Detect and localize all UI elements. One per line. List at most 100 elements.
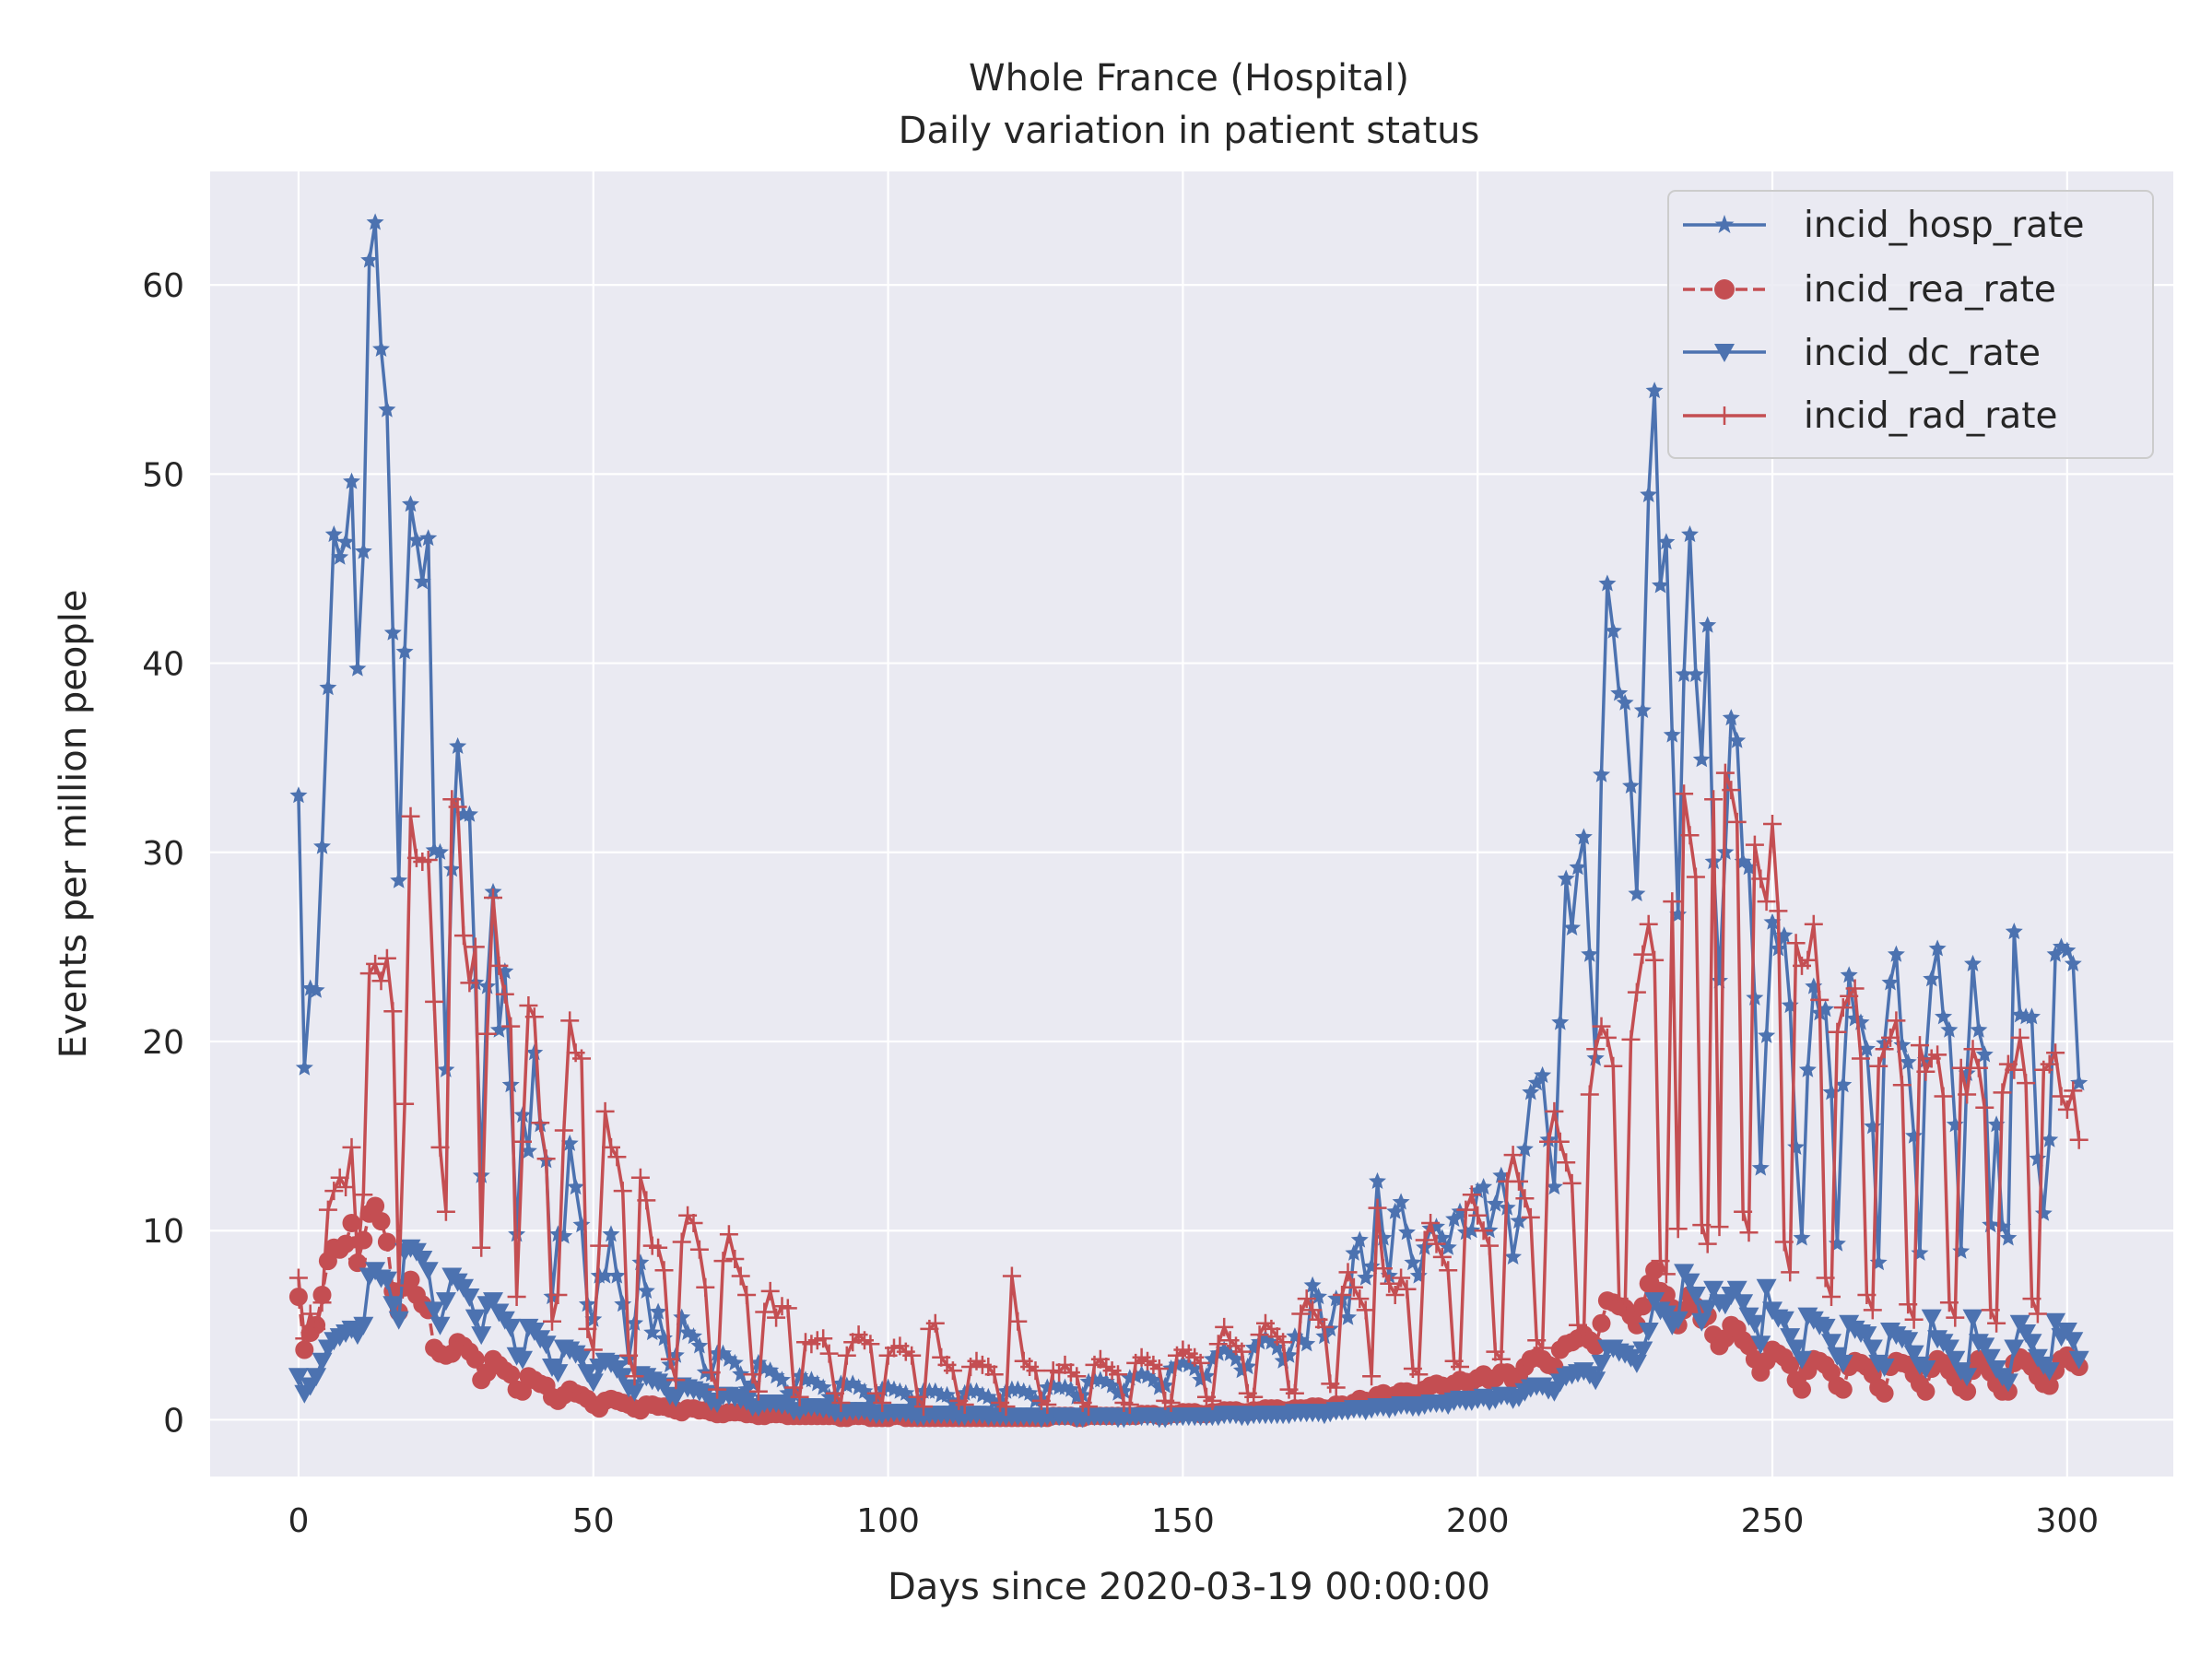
data-point-star — [402, 495, 419, 512]
data-point-star — [1369, 1171, 1386, 1189]
data-point-plus — [1993, 1083, 2012, 1102]
data-point-plus — [377, 948, 396, 968]
data-point-star — [1232, 1361, 1251, 1379]
data-point-star — [2058, 941, 2077, 959]
data-point-star — [354, 542, 372, 559]
data-point-star — [307, 981, 325, 998]
data-point-star — [2023, 1007, 2041, 1025]
data-point-star — [1751, 1159, 1770, 1176]
data-point-star — [1834, 1076, 1853, 1093]
legend-label: incid_hosp_rate — [1804, 205, 2084, 246]
data-point-star — [607, 1266, 626, 1284]
data-point-star — [343, 472, 360, 489]
data-point-circle — [465, 1349, 485, 1369]
tick-labels: 0 50 100 150 200 250 300 0 10 20 30 40 50 60 — [142, 267, 2099, 1540]
data-point-star — [372, 339, 390, 357]
data-point-plus — [1621, 1030, 1641, 1049]
data-point-plus — [649, 1238, 668, 1257]
data-point-star — [1545, 1178, 1563, 1195]
data-point-star — [1303, 1276, 1322, 1293]
data-point-triangle — [1626, 1354, 1647, 1373]
data-point-star — [360, 251, 379, 268]
data-point-star — [1681, 525, 1699, 543]
data-point-star — [1852, 1013, 1870, 1030]
chart-title-line-1: Whole France (Hospital) — [969, 57, 1409, 100]
data-point-plus — [1845, 979, 1865, 998]
data-point-plus — [2040, 1054, 2059, 1074]
data-point-plus — [307, 1319, 326, 1338]
data-point-plus — [1963, 1040, 1983, 1059]
data-point-plus — [1822, 1288, 1841, 1306]
data-point-circle — [1627, 1315, 1646, 1335]
data-point-triangle — [465, 1309, 486, 1328]
data-point-plus — [1597, 1028, 1617, 1047]
data-point-star — [1445, 1209, 1464, 1227]
data-point-star — [1793, 1229, 1811, 1246]
data-point-star — [331, 547, 349, 565]
data-point-triangle — [1750, 1335, 1771, 1355]
y-tick-label: 40 — [142, 646, 184, 684]
data-point-star — [1103, 1376, 1122, 1394]
data-point-plus — [1946, 1308, 1965, 1327]
data-point-plus — [359, 964, 379, 983]
data-point-star — [1357, 1268, 1375, 1286]
data-point-triangle — [1674, 1264, 1695, 1283]
data-point-plus — [324, 1182, 344, 1201]
data-point-star — [1574, 828, 1593, 845]
data-point-triangle — [512, 1350, 533, 1370]
data-point-triangle — [1962, 1309, 1983, 1328]
data-point-plus — [1079, 1397, 1099, 1417]
data-point-plus — [1480, 1236, 1499, 1255]
data-point-plus — [625, 1367, 644, 1386]
data-point-plus — [1704, 790, 1724, 809]
data-point-plus — [543, 1312, 561, 1331]
data-point-triangle — [577, 1364, 598, 1383]
data-point-triangle — [2021, 1334, 2042, 1353]
data-point-star — [772, 1371, 791, 1388]
data-point-star — [430, 842, 449, 860]
data-point-circle — [1592, 1313, 1611, 1333]
data-point-triangle — [1667, 1311, 1688, 1330]
data-point-plus — [1415, 1230, 1434, 1250]
data-point-triangle — [582, 1373, 604, 1393]
data-point-star — [2053, 937, 2070, 955]
data-point-star — [1038, 1378, 1056, 1395]
data-point-circle — [1833, 1380, 1853, 1399]
x-tick-label: 300 — [2036, 1502, 2100, 1540]
data-point-plus — [1734, 1202, 1753, 1221]
data-point-star — [1598, 574, 1617, 592]
data-point-plus — [1545, 1101, 1564, 1121]
data-point-plus — [1368, 1198, 1387, 1218]
data-point-plus — [1451, 1358, 1469, 1376]
data-point-plus — [1067, 1367, 1087, 1386]
data-point-star — [631, 1253, 650, 1271]
data-point-circle — [295, 1340, 314, 1359]
data-point-triangle — [1697, 1300, 1718, 1319]
data-point-star — [419, 529, 438, 547]
data-point-plus — [1645, 950, 1665, 970]
data-point-plus — [465, 937, 485, 957]
data-point-star — [1645, 382, 1664, 399]
data-point-plus — [1863, 1300, 1882, 1320]
data-point-star — [1899, 1053, 1917, 1070]
data-point-plus — [1892, 1076, 1912, 1095]
data-point-plus — [2022, 1289, 2041, 1309]
x-tick-label: 50 — [572, 1502, 615, 1540]
legend-label: incid_rea_rate — [1804, 269, 2056, 311]
data-point-plus — [354, 1185, 373, 1205]
data-point-star — [460, 805, 478, 822]
data-point-plus — [672, 1232, 691, 1252]
data-point-plus — [548, 1286, 568, 1304]
series-layer — [288, 213, 2089, 1429]
data-point-triangle — [418, 1262, 439, 1281]
y-tick-label: 10 — [142, 1213, 184, 1251]
data-point-plus — [2057, 1100, 2077, 1119]
data-point-triangle — [2056, 1323, 2077, 1341]
data-point-plus — [1562, 1173, 1582, 1193]
data-point-plus — [790, 1387, 809, 1406]
data-point-plus — [613, 1182, 632, 1201]
data-point-plus — [1285, 1383, 1304, 1403]
data-point-triangle — [500, 1318, 522, 1337]
data-point-triangle — [424, 1301, 445, 1321]
data-point-star — [1463, 1221, 1481, 1239]
